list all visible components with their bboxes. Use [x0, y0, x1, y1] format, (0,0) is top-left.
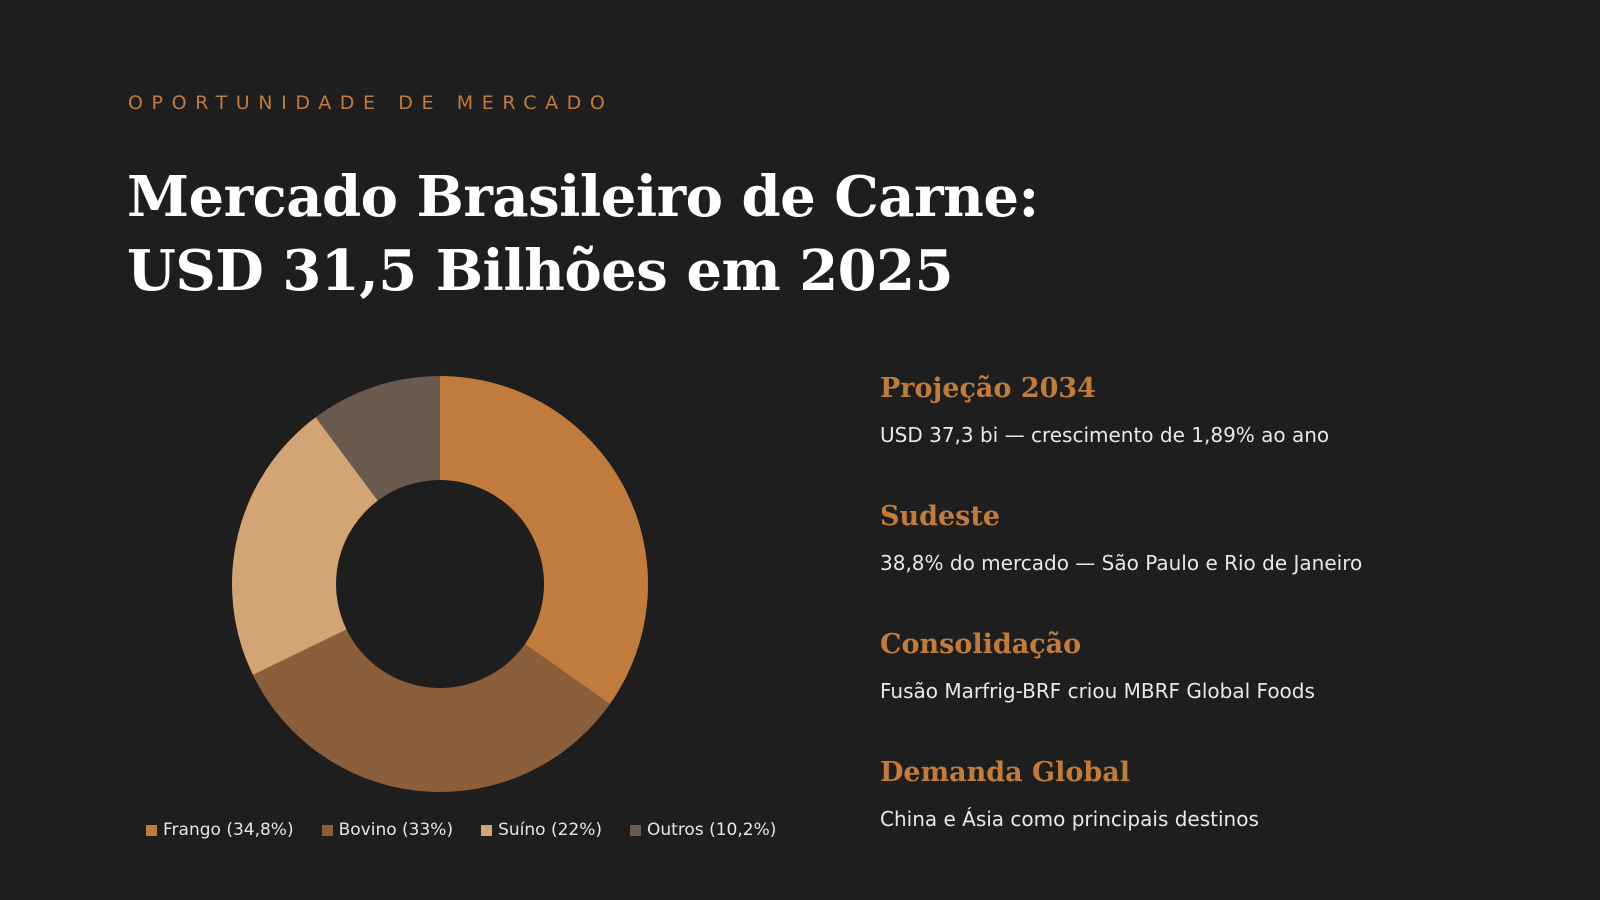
- donut-slice-bovino: [252, 629, 610, 793]
- donut-slice-outros: [315, 376, 440, 501]
- legend-item-suino: Suíno (22%): [481, 820, 602, 840]
- insight-projecao: Projeção 2034 USD 37,3 bi — crescimento …: [880, 372, 1560, 500]
- title-line-1: Mercado Brasileiro de Carne:: [127, 164, 1039, 230]
- legend-label-frango: Frango (34,8%): [163, 820, 294, 840]
- insight-text: 38,8% do mercado — São Paulo e Rio de Ja…: [880, 551, 1363, 575]
- donut-slice-frango: [440, 375, 648, 705]
- title-line-2: USD 31,5 Bilhões em 2025: [127, 238, 954, 304]
- insight-heading: Sudeste: [880, 501, 1001, 532]
- legend-swatch-suino: [481, 824, 493, 836]
- legend-item-frango: Frango (34,8%): [146, 820, 294, 840]
- legend-item-bovino: Bovino (33%): [321, 820, 454, 840]
- insight-demanda-global: Demanda Global China e Ásia como princip…: [880, 756, 1560, 884]
- insight-text: USD 37,3 bi — crescimento de 1,89% ao an…: [880, 423, 1330, 447]
- page-title: Mercado Brasileiro de Carne: USD 31,5 Bi…: [127, 160, 1039, 308]
- insights-panel: Projeção 2034 USD 37,3 bi — crescimento …: [880, 372, 1560, 884]
- chart-legend: Frango (34,8%) Bovino (33%) Suíno (22%) …: [146, 820, 804, 840]
- insight-heading: Consolidação: [880, 629, 1082, 660]
- insight-text: Fusão Marfrig-BRF criou MBRF Global Food…: [880, 679, 1315, 703]
- legend-label-outros: Outros (10,2%): [647, 820, 777, 840]
- legend-item-outros: Outros (10,2%): [630, 820, 776, 840]
- donut-slice-suino: [231, 417, 378, 675]
- insight-text: China e Ásia como principais destinos: [880, 807, 1259, 831]
- insight-heading: Demanda Global: [880, 757, 1131, 788]
- insight-consolidacao: Consolidação Fusão Marfrig-BRF criou MBR…: [880, 628, 1560, 756]
- legend-swatch-outros: [630, 824, 641, 836]
- section-eyebrow: OPORTUNIDADE DE MERCADO: [128, 92, 614, 114]
- insight-sudeste: Sudeste 38,8% do mercado — São Paulo e R…: [880, 500, 1560, 628]
- legend-swatch-bovino: [321, 824, 333, 836]
- market-share-donut-chart: [231, 375, 648, 793]
- legend-swatch-frango: [146, 824, 157, 836]
- insight-heading: Projeção 2034: [880, 373, 1096, 404]
- legend-label-suino: Suíno (22%): [498, 820, 602, 840]
- legend-label-bovino: Bovino (33%): [338, 820, 454, 840]
